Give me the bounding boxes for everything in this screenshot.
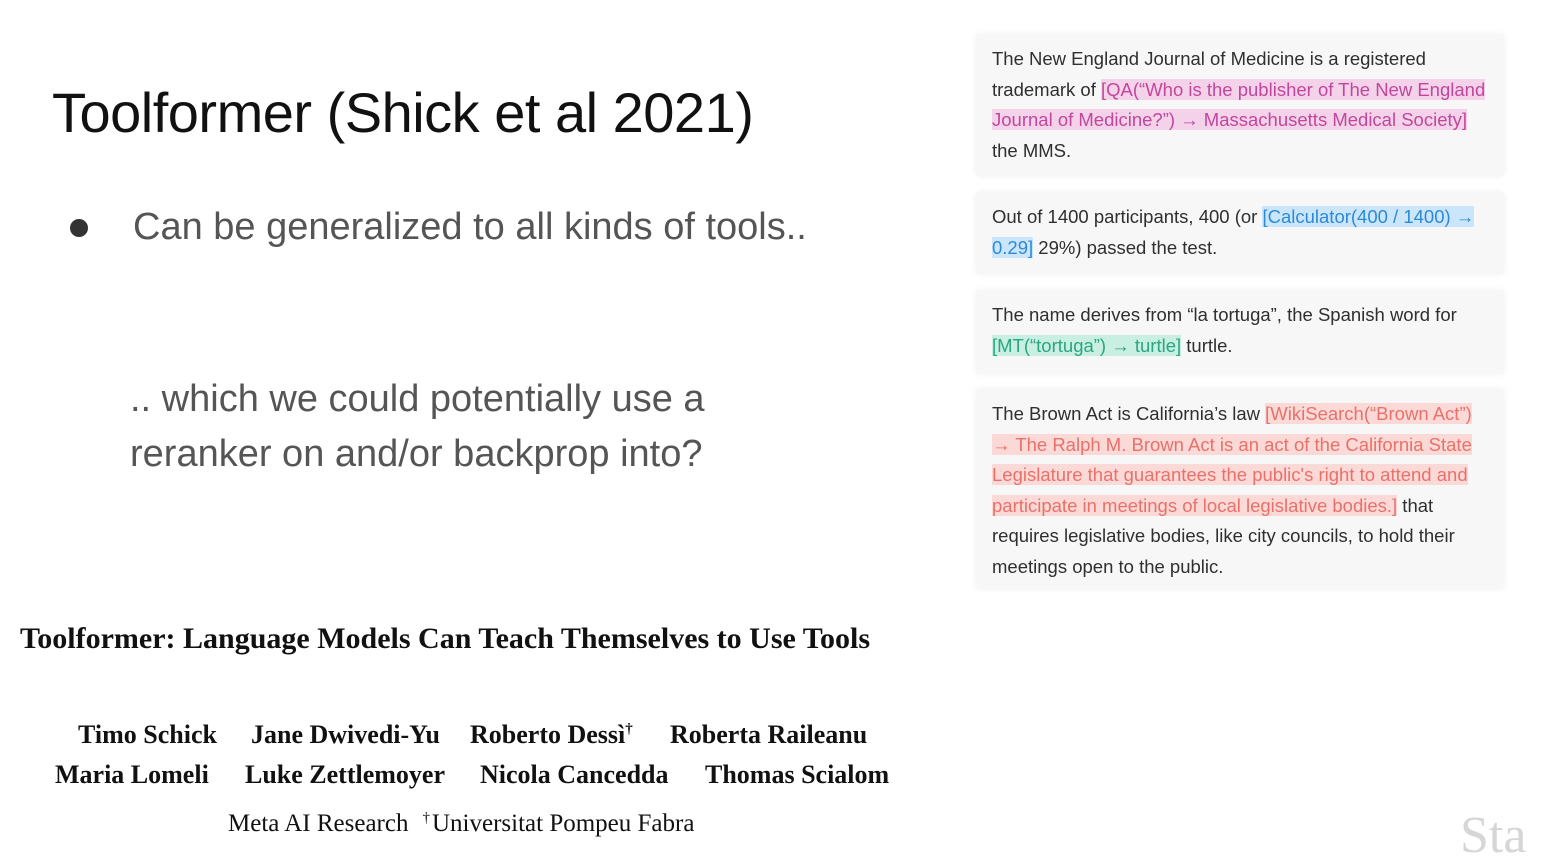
example-mt-after: turtle. <box>1181 334 1233 356</box>
example-wikisearch: The Brown Act is California’s law [WikiS… <box>976 389 1504 589</box>
followup-text: .. which we could potentially use a rera… <box>130 372 705 482</box>
example-mt-before: The name derives from “la tortuga”, the … <box>992 304 1457 325</box>
paper-title: Toolformer: Language Models Can Teach Th… <box>20 622 871 655</box>
example-wikisearch-before: The Brown Act is California’s law <box>992 403 1266 424</box>
affiliation-meta: Meta AI Research <box>228 810 409 837</box>
affiliations: Meta AI Research †Universitat Pompeu Fabr… <box>228 810 694 838</box>
author-name: Roberto Dessì† <box>470 720 633 750</box>
author-name: Jane Dwivedi-Yu <box>251 720 441 749</box>
author-name-text: Roberto Dessì <box>470 720 626 749</box>
author-name: Luke Zettlemoyer <box>245 760 446 789</box>
example-qa: The New England Journal of Medicine is a… <box>976 34 1504 176</box>
author-name: Maria Lomeli <box>55 760 209 789</box>
example-wikisearch-after: that requires legislative bodies, like c… <box>992 494 1455 577</box>
example-calculator: Out of 1400 participants, 400 (or [Calcu… <box>976 192 1504 274</box>
affiliation-upf: Universitat Pompeu Fabra <box>431 810 695 837</box>
bullet-text: Can be generalized to all kinds of tools… <box>133 206 807 248</box>
slide-title: Toolformer (Shick et al 2021) <box>52 81 754 144</box>
example-calculator-before: Out of 1400 participants, 400 (or <box>992 206 1263 227</box>
example-qa-after: the MMS. <box>992 139 1072 161</box>
example-mt: The name derives from “la tortuga”, the … <box>976 290 1504 374</box>
author-name: Thomas Scialom <box>705 760 890 789</box>
watermark-logo: Sta <box>1460 807 1527 864</box>
author-name: Nicola Cancedda <box>480 760 669 789</box>
dagger-mark: † <box>422 809 430 826</box>
bullet-item: Can be generalized to all kinds of tools… <box>68 206 807 249</box>
author-name: Timo Schick <box>78 720 217 749</box>
followup-line-1: .. which we could potentially use a <box>130 378 705 420</box>
bullet-icon <box>70 218 88 237</box>
author-name: Roberta Raileanu <box>670 720 868 749</box>
example-qa-before: The New England Journal of Medicine is a… <box>992 48 1426 100</box>
dagger-mark: † <box>625 721 633 738</box>
example-mt-call: [MT(“tortuga”) → turtle] <box>992 334 1182 356</box>
example-calculator-after: 29%) passed the test. <box>1033 236 1218 258</box>
followup-line-2: reranker on and/or backprop into? <box>130 433 703 475</box>
